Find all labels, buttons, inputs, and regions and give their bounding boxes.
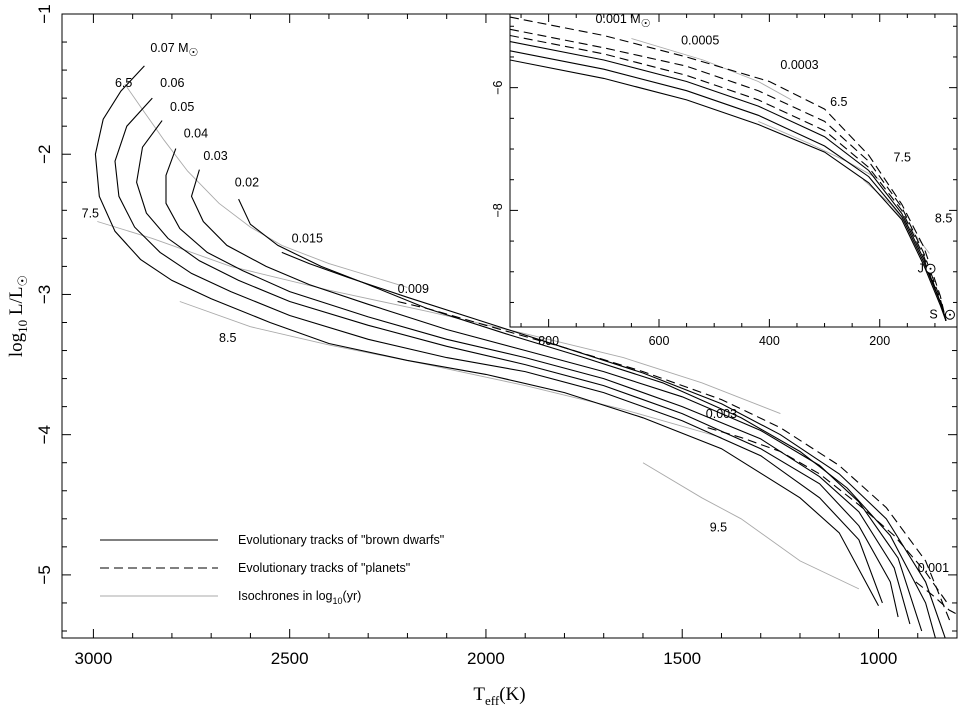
track-7-5	[97, 221, 781, 415]
inset-frame	[509, 13, 958, 328]
track-0-015	[281, 251, 946, 638]
y-tick-label: −3	[35, 285, 54, 304]
x-tick-label: 3000	[74, 649, 112, 668]
track-label: 0.02	[235, 175, 259, 189]
track-0-06	[114, 97, 883, 604]
isochrone-label: 9.5	[710, 520, 727, 534]
isochrone-label: 8.5	[219, 331, 236, 345]
inset-track-0-0003	[510, 34, 947, 322]
track-label: 0.009	[398, 282, 429, 296]
y-axis-title: log10 L/L☉	[6, 275, 30, 357]
inset-plot: 800 600 400 200 −6 −8 0.001 M☉ 0.0005 0.0003 6.5 7…	[491, 12, 958, 348]
legend-label-solid: Evolutionary tracks of "brown dwarfs"	[238, 533, 444, 547]
y-tick-label: −4	[35, 425, 54, 444]
track-label: 0.05	[170, 100, 194, 114]
inset-x-tick-label: 600	[649, 334, 670, 348]
isochrone-label: 7.5	[82, 206, 99, 220]
isochrone-label: 6.5	[115, 76, 132, 90]
inset-track-iso-6-5	[631, 38, 792, 101]
track-0-009	[397, 300, 952, 625]
track-0-001	[915, 581, 957, 615]
track-8-5	[179, 301, 722, 438]
planet-marker-dot-J	[929, 267, 932, 270]
inset-track-0-0005	[510, 28, 947, 322]
track-0-04	[165, 148, 911, 625]
main-series	[94, 65, 957, 638]
legend-label-dashed: Evolutionary tracks of "planets"	[238, 561, 410, 575]
track-label: 0.003	[706, 407, 737, 421]
x-tick-label: 1000	[860, 649, 898, 668]
track-label: 0.03	[203, 149, 227, 163]
track-0-003	[707, 427, 950, 607]
inset-series	[510, 16, 947, 322]
track-label: 0.015	[292, 232, 323, 246]
inset-label: 7.5	[894, 150, 911, 164]
inset-label: 0.0005	[681, 34, 719, 48]
planet-label: J	[918, 262, 924, 276]
track-label: 0.001	[918, 561, 949, 575]
inset-track-iso-7-5	[758, 120, 880, 181]
x-tick-label: 2500	[271, 649, 309, 668]
inset-label: 0.001 M☉	[596, 12, 651, 30]
axis-titles: Teff(K) log10 L/L☉	[6, 275, 526, 708]
track-label: 0.07 M☉	[150, 41, 198, 59]
inset-track-0-015	[510, 59, 947, 322]
track-0-07	[94, 65, 879, 606]
x-axis-title: Teff(K)	[473, 684, 525, 708]
inset-track-0-003	[510, 41, 947, 322]
inset-label: 8.5	[935, 212, 952, 226]
y-tick-label: −2	[35, 145, 54, 164]
x-tick-label: 1500	[663, 649, 701, 668]
planet-marker-dot-S	[948, 313, 951, 316]
track-0-05	[136, 120, 899, 618]
y-tick-label: −1	[35, 4, 54, 23]
inset-label: 0.0003	[780, 58, 818, 72]
inset-x-tick-label: 400	[759, 334, 780, 348]
y-tick-label: −5	[35, 565, 54, 584]
legend-label-dotted: Isochrones in log10(yr)	[238, 589, 361, 606]
inset-label: 6.5	[830, 95, 847, 109]
track-label: 0.06	[160, 76, 184, 90]
inset-x-tick-label: 800	[538, 334, 559, 348]
inset-y-tick-label: −8	[491, 203, 505, 217]
planet-label: S	[929, 308, 937, 322]
track-label: 0.04	[184, 126, 208, 140]
track-9-5	[642, 462, 860, 590]
inset-track-0-009	[510, 50, 947, 322]
track-0-02	[238, 198, 936, 638]
inset-x-tick-label: 200	[869, 334, 890, 348]
inset-y-tick-label: −6	[491, 80, 505, 94]
legend: Evolutionary tracks of "brown dwarfs" Evo…	[100, 533, 444, 606]
track-6-5	[124, 83, 408, 288]
track-0-03	[190, 169, 923, 632]
x-tick-label: 2000	[467, 649, 505, 668]
